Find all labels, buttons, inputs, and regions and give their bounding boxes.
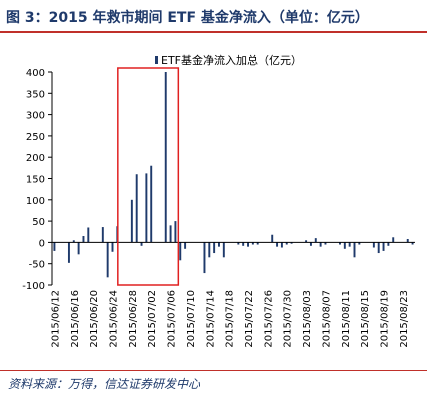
- y-tick-label: -100: [22, 281, 45, 292]
- bar: [324, 242, 327, 245]
- source-divider: [0, 370, 427, 371]
- title-divider: [0, 31, 427, 33]
- x-tick-label: 2015/08/23: [399, 290, 410, 348]
- bar: [411, 242, 414, 245]
- bar: [247, 242, 249, 247]
- x-tick-label: 2015/06/16: [70, 290, 81, 348]
- x-tick-label: 2015/08/15: [360, 290, 371, 348]
- x-tick-label: 2015/08/07: [321, 290, 332, 348]
- y-tick-label: 150: [26, 175, 45, 186]
- bar: [82, 236, 85, 243]
- source-note: 资料来源：万得，信达证券研发中心: [8, 377, 201, 391]
- bars: [53, 72, 414, 278]
- bar: [169, 225, 172, 243]
- x-tick-label: 2015/08/11: [341, 290, 352, 348]
- bar: [140, 242, 143, 246]
- bar: [256, 242, 259, 245]
- bar: [251, 242, 254, 245]
- bar: [377, 242, 380, 254]
- y-tick-label: 250: [26, 132, 45, 143]
- bar: [406, 238, 409, 243]
- bar: [290, 242, 293, 244]
- bar: [150, 165, 153, 243]
- bar: [164, 72, 167, 243]
- bar: [382, 242, 385, 251]
- bar: [135, 174, 138, 243]
- bar: [179, 242, 182, 261]
- x-tick-label: 2015/08/03: [302, 290, 313, 348]
- chart: -100 -50 0 50 100 150 200 250 300 350 400 2015/06/…: [22, 53, 415, 348]
- bar: [314, 238, 317, 243]
- y-tick-label: -50: [29, 260, 45, 271]
- y-tick-label: 400: [26, 68, 45, 79]
- x-tick-label: 2015/07/14: [205, 290, 216, 348]
- y-tick-label: 0: [39, 238, 45, 249]
- bar: [145, 173, 148, 243]
- x-axis: 2015/06/12 2015/06/16 2015/06/20 2015/06/24…: [50, 241, 415, 348]
- bar: [372, 242, 375, 248]
- bar: [87, 227, 90, 243]
- chart-title: 图 3：2015 年救市期间 ETF 基金净流入（单位：亿元）: [6, 10, 369, 26]
- bar: [271, 234, 274, 243]
- legend-label: ETF基金净流入加总（亿元）: [161, 53, 302, 67]
- legend-swatch: [155, 56, 158, 64]
- bar: [213, 242, 216, 254]
- bar: [174, 221, 177, 243]
- bar: [106, 242, 109, 278]
- bar: [285, 242, 288, 245]
- bar: [130, 199, 133, 243]
- x-tick-label: 2015/07/10: [186, 290, 197, 348]
- bar: [392, 237, 395, 243]
- x-tick-label: 2015/06/24: [109, 290, 120, 348]
- x-tick-label: 2015/07/22: [244, 290, 255, 348]
- bar: [353, 242, 356, 258]
- bar: [101, 227, 104, 243]
- bar: [319, 242, 322, 247]
- y-tick-label: 350: [26, 89, 45, 100]
- bar: [237, 242, 240, 245]
- bar: [387, 242, 390, 246]
- x-tick-label: 2015/07/26: [263, 290, 274, 348]
- bar: [305, 240, 308, 243]
- bar: [184, 242, 187, 249]
- x-tick-label: 2015/08/19: [380, 290, 391, 348]
- x-tick-label: 2015/06/28: [128, 290, 139, 348]
- y-tick-label: 200: [26, 153, 45, 164]
- bar: [218, 242, 220, 247]
- bar: [309, 242, 312, 246]
- x-tick-label: 2015/06/12: [50, 290, 61, 348]
- bar: [242, 242, 245, 246]
- y-tick-label: 100: [26, 196, 45, 207]
- bar: [343, 242, 346, 249]
- bar: [208, 242, 211, 258]
- x-tick-label: 2015/07/18: [225, 290, 236, 348]
- y-axis: -100 -50 0 50 100 150 200 250 300 350 400: [22, 68, 53, 292]
- bar: [222, 242, 225, 258]
- x-tick-label: 2015/07/02: [147, 290, 158, 348]
- bar: [339, 242, 341, 245]
- bar: [111, 242, 114, 252]
- highlight-box: [117, 67, 180, 286]
- y-tick-label: 50: [32, 217, 45, 228]
- bar: [72, 240, 75, 243]
- bar: [280, 242, 283, 248]
- bar: [77, 242, 80, 255]
- bar: [203, 242, 206, 274]
- legend: ETF基金净流入加总（亿元）: [155, 53, 302, 67]
- bar: [348, 242, 351, 247]
- bar: [53, 242, 56, 251]
- y-tick-label: 300: [26, 111, 45, 122]
- bar: [358, 242, 361, 245]
- bar: [276, 242, 279, 247]
- x-tick-label: 2015/07/06: [167, 290, 178, 348]
- x-tick-label: 2015/07/30: [283, 290, 294, 348]
- bar: [67, 242, 70, 263]
- x-tick-label: 2015/06/20: [89, 290, 100, 348]
